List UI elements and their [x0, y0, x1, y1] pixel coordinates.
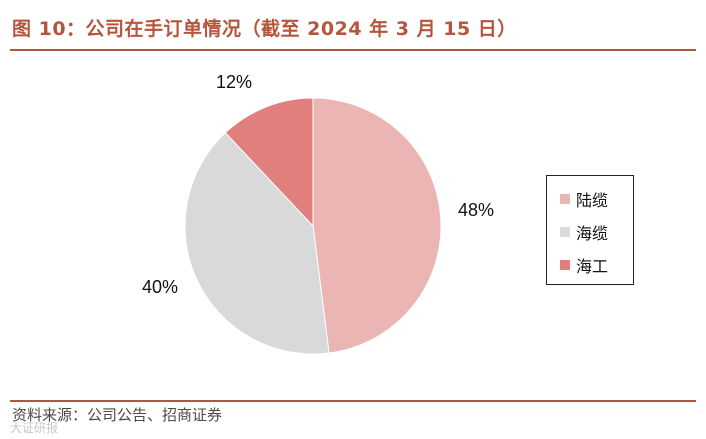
slice-label-marine-engineering: 12% — [216, 72, 252, 92]
legend-swatch-submarine-cable — [560, 226, 570, 237]
legend-label-marine-engineering: 海工 — [576, 256, 609, 276]
figure-title: 图 10：公司在手订单情况（截至 2024 年 3 月 15 日） — [12, 18, 517, 40]
pie-slice-submarine-cable — [184, 131, 330, 355]
legend-label-land-cable: 陆缆 — [576, 190, 609, 210]
legend-item-submarine-cable: 海缆 — [547, 215, 633, 248]
source-divider — [10, 400, 696, 402]
slice-label-land-cable: 48% — [458, 200, 494, 220]
legend-label-submarine-cable: 海缆 — [576, 223, 609, 243]
legend-swatch-land-cable — [560, 193, 570, 204]
chart-legend: 陆缆 海缆 海工 — [546, 175, 634, 285]
watermark: 大证研报 — [10, 421, 59, 435]
title-divider — [10, 49, 696, 51]
source-note: 资料来源：公司公告、招商证券 — [12, 406, 223, 424]
slice-label-submarine-cable: 40% — [142, 277, 178, 297]
legend-item-marine-engineering: 海工 — [547, 248, 633, 281]
pie-slice-marine-engineering — [224, 97, 314, 228]
legend-item-land-cable: 陆缆 — [547, 182, 633, 215]
pie-slice-land-cable — [312, 97, 442, 354]
legend-swatch-marine-engineering — [560, 259, 570, 270]
